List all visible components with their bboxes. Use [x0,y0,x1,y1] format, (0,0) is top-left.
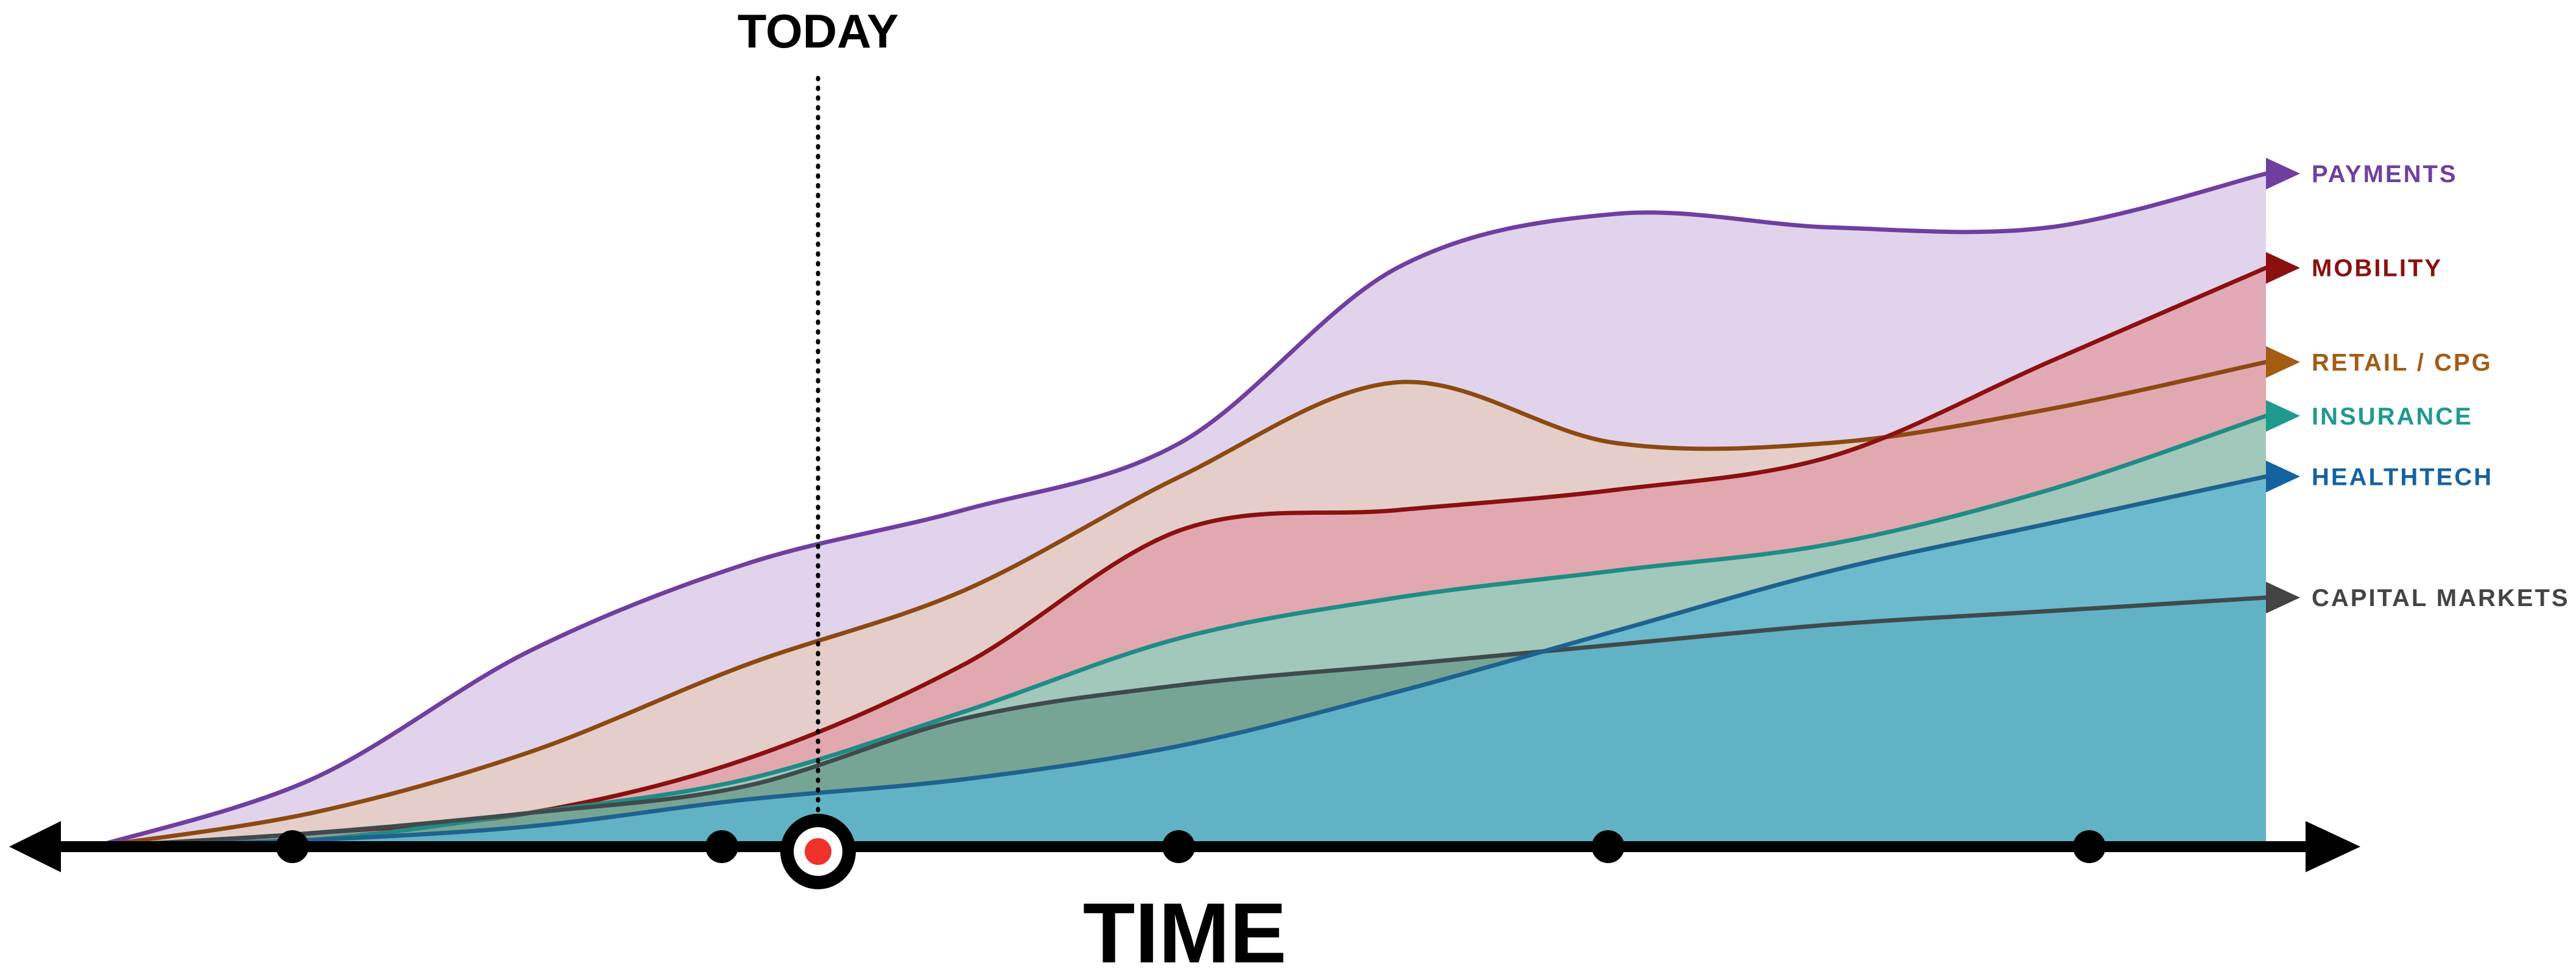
line-capital-markets [92,595,2268,849]
line-healthtech [92,474,2268,849]
line-retail-cpg [92,359,2268,849]
legend-label-mobility: MOBILITY [2312,255,2443,282]
marker-payments [2266,158,2300,189]
marker-capital-markets [2266,582,2300,614]
marker-insurance [2266,400,2300,432]
today-marker-dot [805,838,831,865]
x-axis-title: TIME [1083,885,1286,974]
legend-label-insurance: INSURANCE [2312,403,2473,430]
axis-arrow-right [2306,821,2360,872]
area-healthtech [94,476,2266,847]
axis-tick-dot-4 [1592,830,1625,863]
legend-label-healthtech: HEALTHTECH [2312,464,2493,490]
line-payments [92,171,2268,849]
lines-layer [92,171,2268,849]
axis-tick-dot-2 [705,830,738,863]
labels-layer: PAYMENTS MOBILITY RETAIL / CPG INSURANCE HEA… [738,4,2570,977]
axis-tick-dot-5 [2073,830,2106,863]
areas-layer [94,174,2266,847]
marker-healthtech [2266,460,2300,493]
legend-label-retail-cpg: RETAIL / CPG [2312,349,2493,376]
axis-tick-dot-1 [276,830,309,863]
legend-label-capital-markets: CAPITAL MARKETS [2312,585,2570,612]
today-label: TODAY [738,4,898,58]
marker-mobility [2266,252,2300,284]
axis-arrow-left [9,821,61,872]
axis-layer [9,76,2360,889]
legend-label-payments: PAYMENTS [2312,161,2458,188]
marker-retail-cpg [2266,346,2300,378]
axis-tick-dot-3 [1162,830,1195,863]
